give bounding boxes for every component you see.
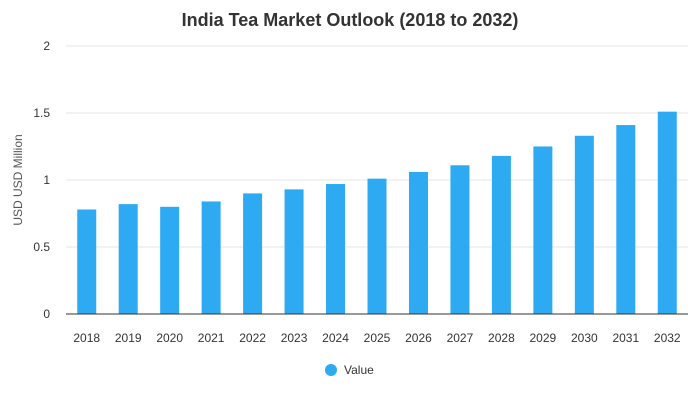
chart-title: India Tea Market Outlook (2018 to 2032) bbox=[182, 10, 519, 30]
y-tick-label: 0 bbox=[43, 307, 50, 321]
y-axis-title: USD USD Million bbox=[11, 134, 25, 225]
x-tick-label-2023: 2023 bbox=[281, 331, 308, 345]
y-axis-ticks: 0 0.5 1 1.5 2 bbox=[33, 39, 50, 321]
x-tick-label-2032: 2032 bbox=[654, 331, 681, 345]
x-tick-label-2027: 2027 bbox=[447, 331, 474, 345]
bar-2029[interactable] bbox=[533, 146, 553, 315]
bars bbox=[77, 111, 677, 315]
bar-2028[interactable] bbox=[491, 155, 511, 314]
x-tick-label-2029: 2029 bbox=[530, 331, 557, 345]
x-tick-label-2025: 2025 bbox=[364, 331, 391, 345]
x-tick-label-2018: 2018 bbox=[73, 331, 100, 345]
bar-2023[interactable] bbox=[284, 189, 304, 314]
x-tick-label-2022: 2022 bbox=[239, 331, 266, 345]
bar-2025[interactable] bbox=[367, 178, 387, 314]
x-tick-label-2024: 2024 bbox=[322, 331, 349, 345]
bar-2019[interactable] bbox=[118, 204, 138, 314]
x-axis-ticks: 2018 2019 2020 2021 2022 2023 2024 2025 2026 2027… bbox=[73, 331, 681, 345]
legend-label-value: Value bbox=[344, 363, 374, 377]
x-tick-label-2028: 2028 bbox=[488, 331, 515, 345]
y-tick-label: 0.5 bbox=[33, 240, 50, 254]
bar-2018[interactable] bbox=[77, 209, 97, 314]
y-tick-label: 2 bbox=[43, 39, 50, 53]
bar-2031[interactable] bbox=[616, 125, 636, 314]
bar-2020[interactable] bbox=[160, 206, 180, 314]
x-tick-label-2020: 2020 bbox=[156, 331, 183, 345]
x-tick-label-2031: 2031 bbox=[612, 331, 639, 345]
bar-2021[interactable] bbox=[201, 201, 221, 314]
bar-2024[interactable] bbox=[326, 184, 346, 314]
y-tick-label: 1 bbox=[43, 173, 50, 187]
x-tick-label-2030: 2030 bbox=[571, 331, 598, 345]
x-tick-label-2019: 2019 bbox=[115, 331, 142, 345]
x-tick-label-2026: 2026 bbox=[405, 331, 432, 345]
x-tick-label-2021: 2021 bbox=[198, 331, 225, 345]
bar-2032[interactable] bbox=[657, 111, 677, 314]
bar-2030[interactable] bbox=[574, 135, 594, 314]
y-tick-label: 1.5 bbox=[33, 106, 50, 120]
bar-2022[interactable] bbox=[243, 193, 263, 314]
legend[interactable]: Value bbox=[325, 363, 374, 377]
bar-2027[interactable] bbox=[450, 165, 470, 314]
legend-marker-value bbox=[325, 364, 337, 376]
bar-2026[interactable] bbox=[408, 171, 428, 314]
